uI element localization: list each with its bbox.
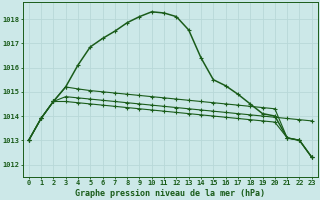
X-axis label: Graphe pression niveau de la mer (hPa): Graphe pression niveau de la mer (hPa) [75, 189, 265, 198]
